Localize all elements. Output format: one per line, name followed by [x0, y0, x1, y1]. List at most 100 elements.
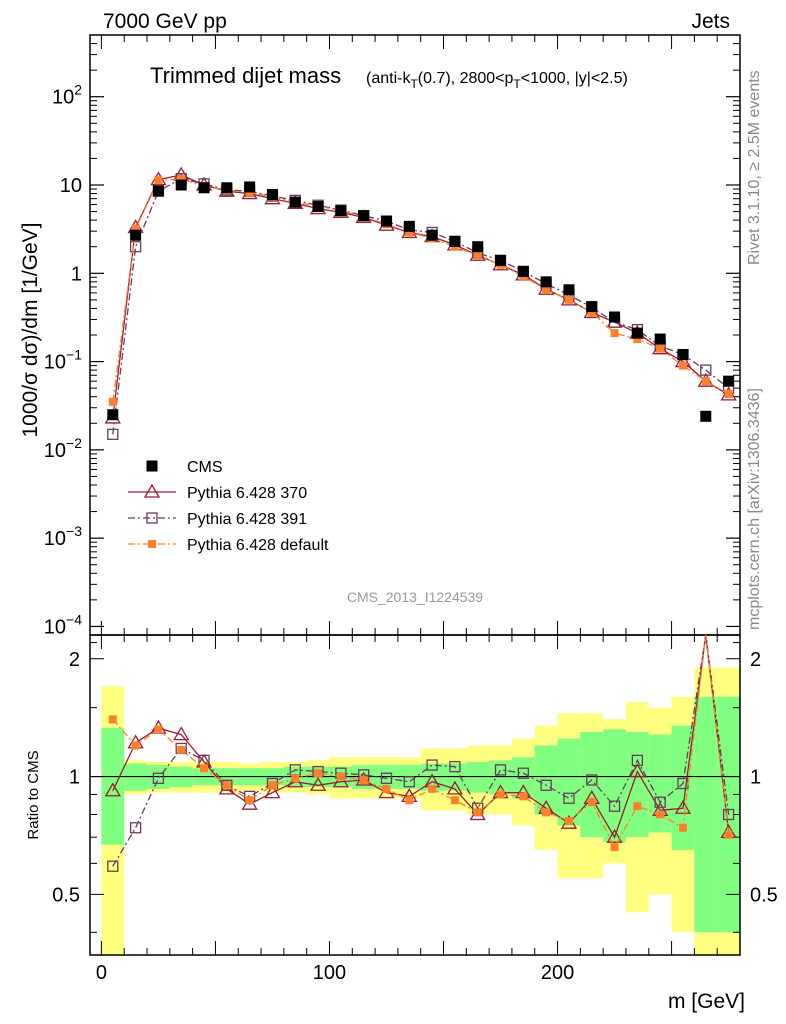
ratio-point	[129, 822, 142, 834]
ratio-point	[564, 816, 573, 825]
data-point	[177, 174, 186, 183]
x-tick-label: 100	[313, 962, 346, 984]
data-point	[701, 377, 710, 386]
data-point	[654, 333, 666, 345]
chart-title: Trimmed dijet mass	[150, 63, 341, 88]
data-point	[586, 301, 598, 313]
legend-label: CMS	[187, 459, 223, 476]
series-cms	[107, 179, 735, 422]
inner-band-bin	[603, 729, 626, 843]
y-tick-label: 10−1	[44, 347, 82, 374]
inner-band-bin	[101, 728, 125, 845]
ratio-point	[610, 843, 619, 852]
inner-band-bin	[489, 760, 512, 795]
data-point	[542, 285, 551, 294]
ratio-point	[517, 767, 529, 779]
data-point	[380, 215, 392, 227]
y-axis-label: 1000/σ dσ)/dm [1/GeV]	[19, 222, 42, 437]
ratio-point	[608, 800, 621, 812]
series-pythia-6-428-default	[108, 174, 733, 406]
data-point	[221, 182, 233, 194]
subtitle-part-c: <1000, |y|<2.5)	[521, 70, 628, 87]
legend-label: Pythia 6.428 default	[187, 537, 329, 554]
data-point	[677, 349, 689, 361]
data-point	[449, 235, 461, 247]
ratio-point	[222, 781, 231, 790]
subtitle-part-a: (anti-k	[366, 70, 411, 87]
ratio-point	[314, 769, 323, 778]
ratio-point	[540, 779, 552, 791]
header-process: Jets	[691, 10, 730, 33]
ratio-point	[722, 808, 735, 821]
ratio-point	[336, 772, 345, 781]
data-point	[152, 185, 164, 197]
inner-band-bin	[557, 738, 581, 826]
legend-entry: Pythia 6.428 391	[128, 511, 307, 528]
inner-band-bin	[648, 734, 672, 833]
data-point	[107, 409, 119, 421]
ratio-point	[446, 780, 464, 795]
x-axis-label: m [GeV]	[668, 990, 745, 1013]
data-point	[678, 361, 687, 370]
mcplots-label: mcplots.cern.ch [arXiv:1306.3436]	[746, 388, 763, 630]
y-tick-label: 10−3	[44, 523, 82, 550]
ratio-tick-label: 0.5	[750, 884, 778, 906]
data-point	[540, 276, 552, 288]
ratio-point	[656, 810, 665, 819]
subtitle-subscript-b: T	[513, 77, 521, 91]
series-line	[112, 178, 729, 402]
data-point	[633, 335, 642, 344]
y-axis-label-open: 1000/	[19, 385, 42, 438]
ratio-tick-label: 1	[69, 767, 80, 789]
ratio-point	[724, 830, 733, 839]
series-pythia-6-428-391	[107, 173, 735, 440]
data-point	[631, 327, 643, 339]
data-point	[175, 179, 187, 191]
ratio-point	[631, 754, 644, 767]
ratio-panel: 0 100 200 0.5 0.5 1 1 2 2	[52, 634, 778, 984]
ratio-point	[309, 776, 327, 791]
data-point	[700, 364, 712, 376]
ratio-point	[108, 715, 117, 724]
data-point	[312, 201, 324, 213]
ratio-point	[519, 792, 528, 801]
inner-band-bin	[466, 761, 490, 793]
data-point	[517, 265, 529, 277]
ratio-point	[496, 790, 505, 799]
data-point	[198, 182, 210, 194]
series-line	[112, 174, 729, 419]
ratio-line	[112, 634, 730, 867]
x-tick-label: 0	[96, 962, 107, 984]
ratio-point	[473, 808, 482, 817]
ratio-tick-label: 1	[750, 767, 761, 789]
series-pythia-6-428-370	[104, 166, 737, 424]
inner-band-bin	[694, 696, 718, 933]
data-point	[266, 189, 278, 201]
rivet-label: Rivet 3.1.10, ≥ 2.5M events	[746, 70, 763, 265]
ratio-point	[629, 763, 646, 778]
y-tick-label: 1	[71, 263, 82, 285]
data-point	[130, 229, 142, 241]
main-panel: 10−4 10−3 10−2 10−1 1 10 102	[44, 34, 741, 638]
ratio-axis-label: Ratio to CMS	[25, 750, 42, 839]
ratio-point	[173, 726, 190, 741]
ratio-point	[674, 799, 692, 814]
legend-entry: CMS	[146, 459, 223, 476]
data-point	[107, 428, 119, 440]
ratio-point	[450, 796, 459, 805]
y-axis-label-text: σ dσ)/dm [1/GeV]	[19, 222, 42, 384]
chart-subtitle: (anti-kT(0.7), 2800<pT<1000, |y|<2.5)	[366, 70, 628, 91]
header-collision: 7000 GeV pp	[103, 10, 227, 33]
ratio-frame	[89, 634, 741, 956]
y-tick-label: 10−2	[44, 435, 82, 462]
ratio-point	[654, 796, 666, 808]
ratio-point	[633, 802, 642, 811]
legend: CMS Pythia 6.428 370 Pythia 6.428 391 Pythi…	[128, 459, 329, 554]
data-point	[403, 220, 415, 232]
ratio-point	[426, 759, 438, 771]
uncertainty-bands	[101, 667, 740, 955]
data-point	[244, 181, 256, 193]
data-point	[245, 188, 254, 197]
data-point	[131, 224, 140, 233]
